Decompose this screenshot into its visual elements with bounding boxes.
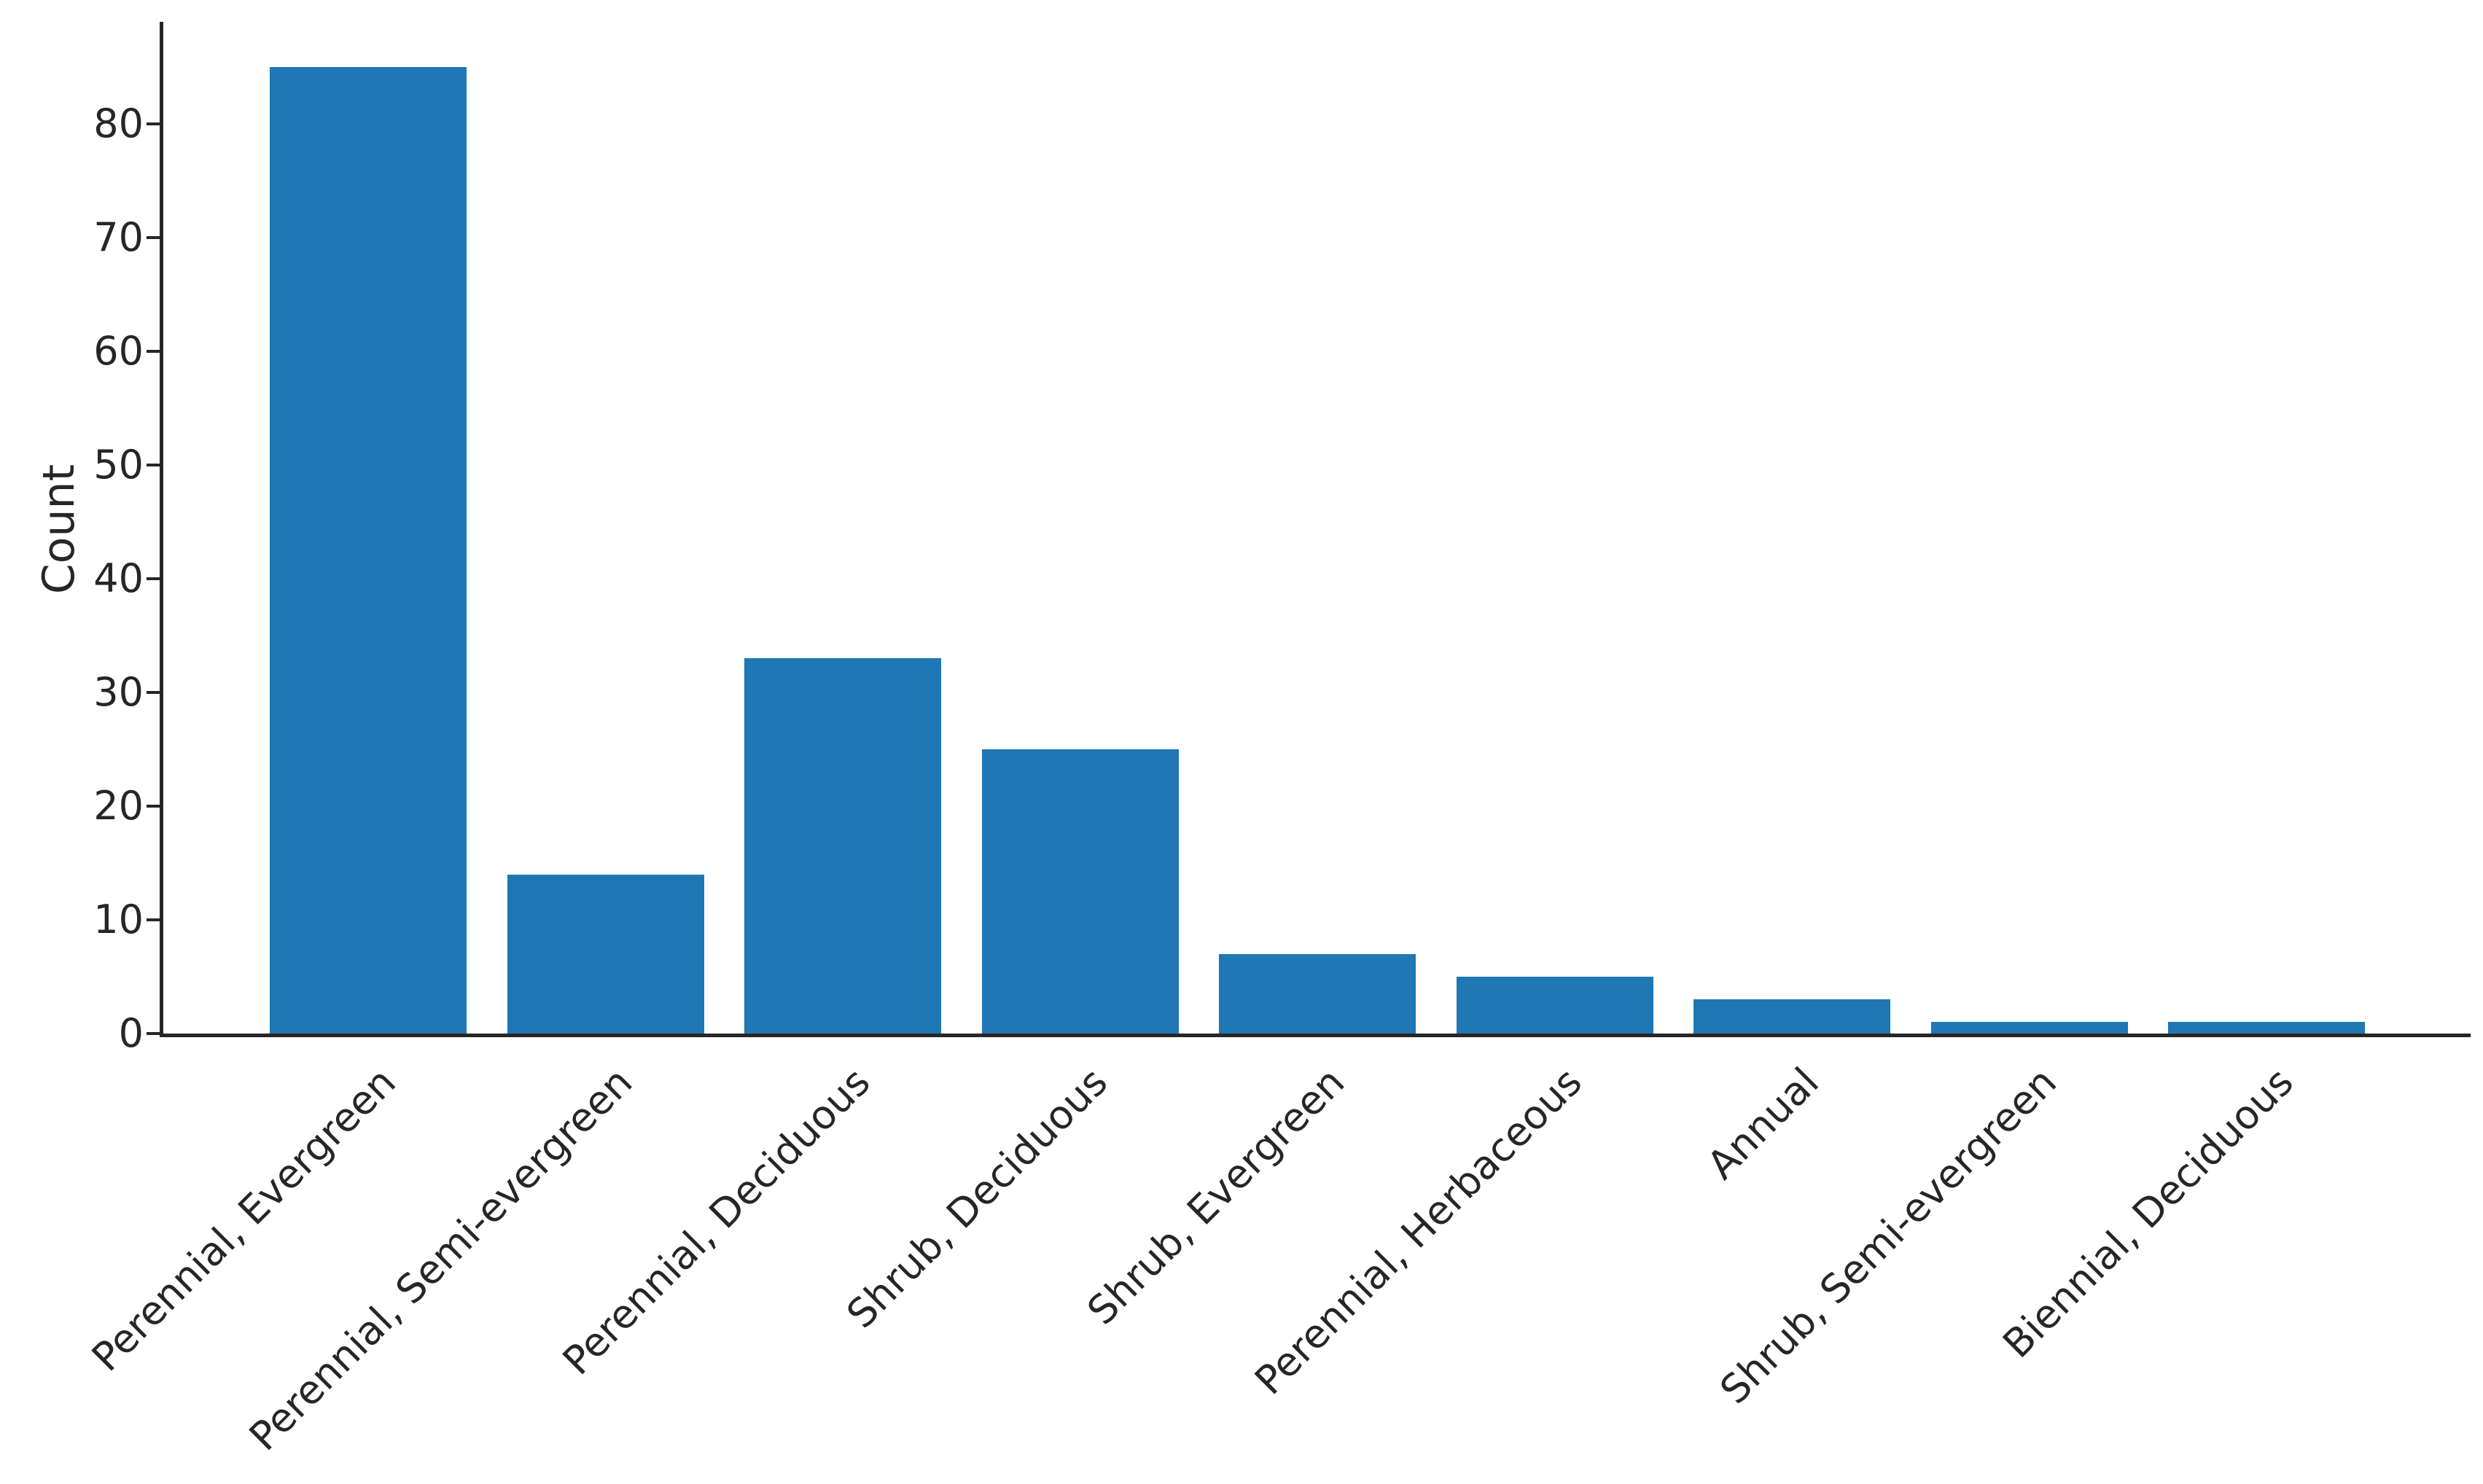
- x-tick-label: Shrub, Deciduous: [837, 1058, 1116, 1337]
- x-tick-label: Shrub, Evergreen: [1078, 1058, 1354, 1334]
- bar-1: [507, 875, 704, 1036]
- y-tick-label: 10: [93, 897, 144, 942]
- bar-4: [1219, 954, 1416, 1036]
- y-tick: [147, 236, 160, 239]
- y-tick-label: 70: [93, 214, 144, 260]
- y-axis-title: Count: [34, 464, 85, 595]
- y-tick: [147, 577, 160, 580]
- bar-0: [270, 67, 467, 1036]
- y-tick-label: 40: [93, 555, 144, 601]
- bar-8: [2168, 1022, 2365, 1036]
- y-axis-line: [160, 22, 163, 1037]
- x-axis-line: [160, 1034, 2471, 1037]
- y-tick: [147, 350, 160, 353]
- y-tick-label: 30: [93, 669, 144, 715]
- y-tick: [147, 1032, 160, 1035]
- y-tick-label: 80: [93, 101, 144, 147]
- y-tick: [147, 122, 160, 125]
- y-tick-label: 60: [93, 328, 144, 374]
- bar-5: [1457, 977, 1653, 1036]
- bar-3: [982, 749, 1179, 1036]
- bar-6: [1693, 999, 1890, 1036]
- x-tick-label: Annual: [1698, 1058, 1828, 1188]
- bar-7: [1931, 1022, 2128, 1036]
- y-tick-label: 50: [93, 442, 144, 488]
- y-tick: [147, 918, 160, 921]
- y-tick: [147, 691, 160, 694]
- y-tick: [147, 805, 160, 808]
- bar-2: [744, 658, 941, 1036]
- x-tick-label: Perennial, Semi-evergreen: [241, 1058, 642, 1460]
- y-tick: [147, 464, 160, 466]
- y-tick-label: 0: [118, 1010, 144, 1056]
- y-tick-label: 20: [93, 783, 144, 829]
